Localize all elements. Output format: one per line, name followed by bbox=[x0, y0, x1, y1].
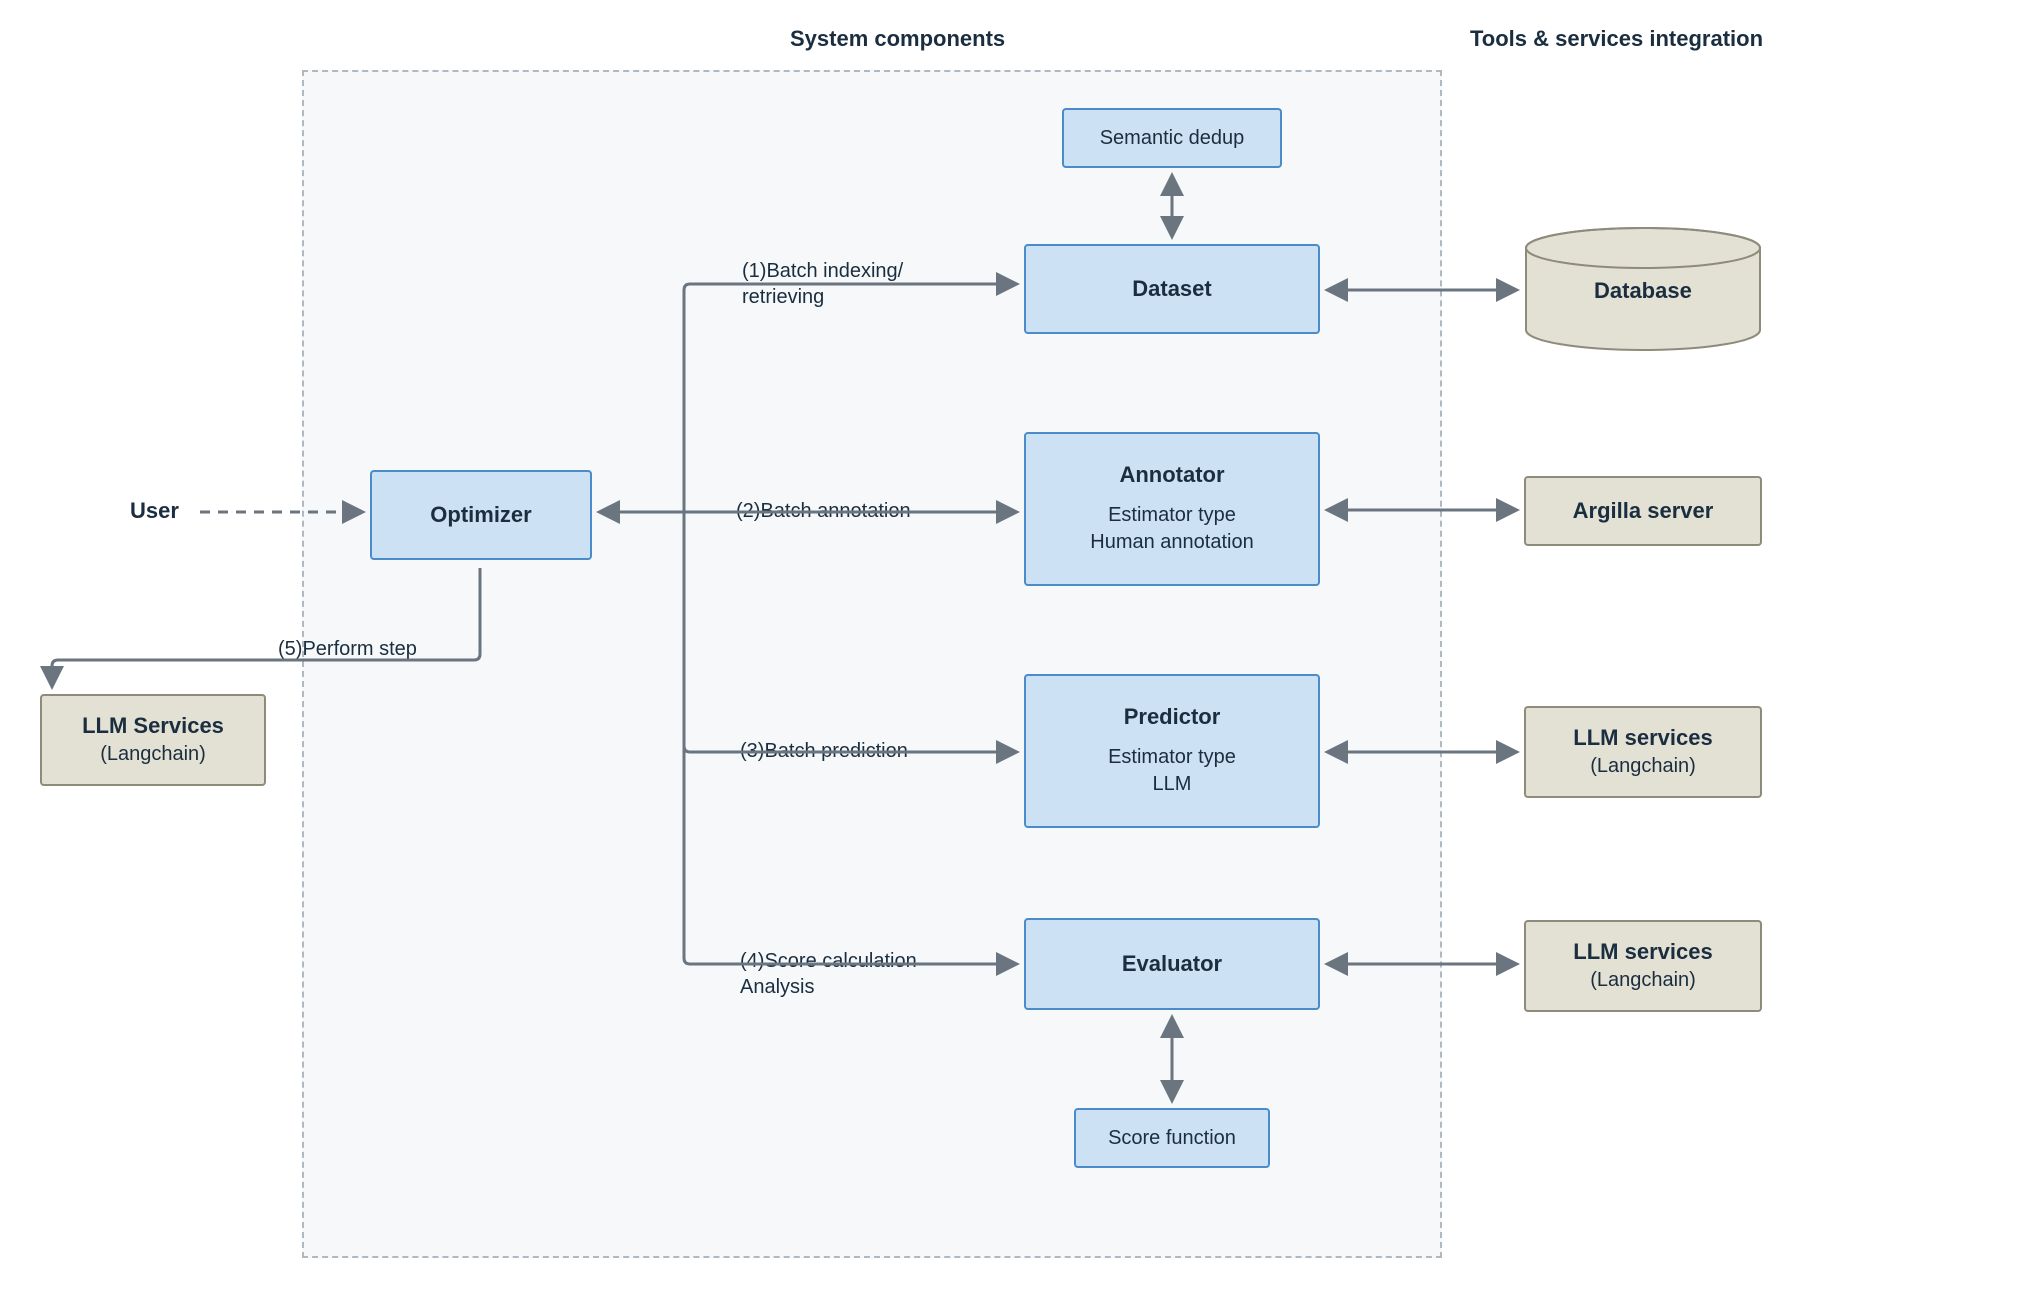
score-function-node: Score function bbox=[1074, 1108, 1270, 1168]
llm-services-left-title: LLM Services bbox=[82, 713, 224, 739]
edge-label-1: (1)Batch indexing/retrieving bbox=[742, 258, 903, 310]
edge-label-3: (3)Batch prediction bbox=[740, 738, 908, 764]
llm-services-left-sub: (Langchain) bbox=[100, 741, 206, 768]
dataset-node: Dataset bbox=[1024, 244, 1320, 334]
annotator-sub1: Estimator type bbox=[1108, 502, 1236, 529]
llm-services-right2-title: LLM services bbox=[1573, 939, 1712, 965]
llm-services-right1-node: LLM services (Langchain) bbox=[1524, 706, 1762, 798]
header-system-components: System components bbox=[790, 26, 1005, 52]
optimizer-node: Optimizer bbox=[370, 470, 592, 560]
annotator-sub2: Human annotation bbox=[1090, 529, 1253, 556]
diagram-canvas: System components Tools & services integ… bbox=[0, 0, 2020, 1310]
dataset-title: Dataset bbox=[1132, 276, 1211, 302]
predictor-sub2: LLM bbox=[1153, 771, 1192, 798]
evaluator-title: Evaluator bbox=[1122, 951, 1222, 977]
semantic-dedup-label: Semantic dedup bbox=[1100, 127, 1245, 150]
llm-services-right1-title: LLM services bbox=[1573, 725, 1712, 751]
llm-services-right2-node: LLM services (Langchain) bbox=[1524, 920, 1762, 1012]
edge-label-2: (2)Batch annotation bbox=[736, 498, 911, 524]
llm-services-left-node: LLM Services (Langchain) bbox=[40, 694, 266, 786]
predictor-title: Predictor bbox=[1124, 704, 1221, 730]
annotator-title: Annotator bbox=[1119, 462, 1224, 488]
llm-services-right1-sub: (Langchain) bbox=[1590, 753, 1696, 780]
llm-services-right2-sub: (Langchain) bbox=[1590, 967, 1696, 994]
predictor-node: Predictor Estimator type LLM bbox=[1024, 674, 1320, 828]
score-function-label: Score function bbox=[1108, 1127, 1236, 1150]
header-tools-services: Tools & services integration bbox=[1470, 26, 1763, 52]
edge-label-5: (5)Perform step bbox=[278, 636, 417, 662]
evaluator-node: Evaluator bbox=[1024, 918, 1320, 1010]
edge-label-4: (4)Score calculationAnalysis bbox=[740, 948, 917, 1000]
predictor-sub1: Estimator type bbox=[1108, 744, 1236, 771]
annotator-node: Annotator Estimator type Human annotatio… bbox=[1024, 432, 1320, 586]
argilla-title: Argilla server bbox=[1573, 498, 1714, 524]
user-label: User bbox=[130, 498, 179, 524]
optimizer-title: Optimizer bbox=[430, 502, 531, 528]
semantic-dedup-node: Semantic dedup bbox=[1062, 108, 1282, 168]
argilla-node: Argilla server bbox=[1524, 476, 1762, 546]
database-label: Database bbox=[1594, 278, 1692, 304]
